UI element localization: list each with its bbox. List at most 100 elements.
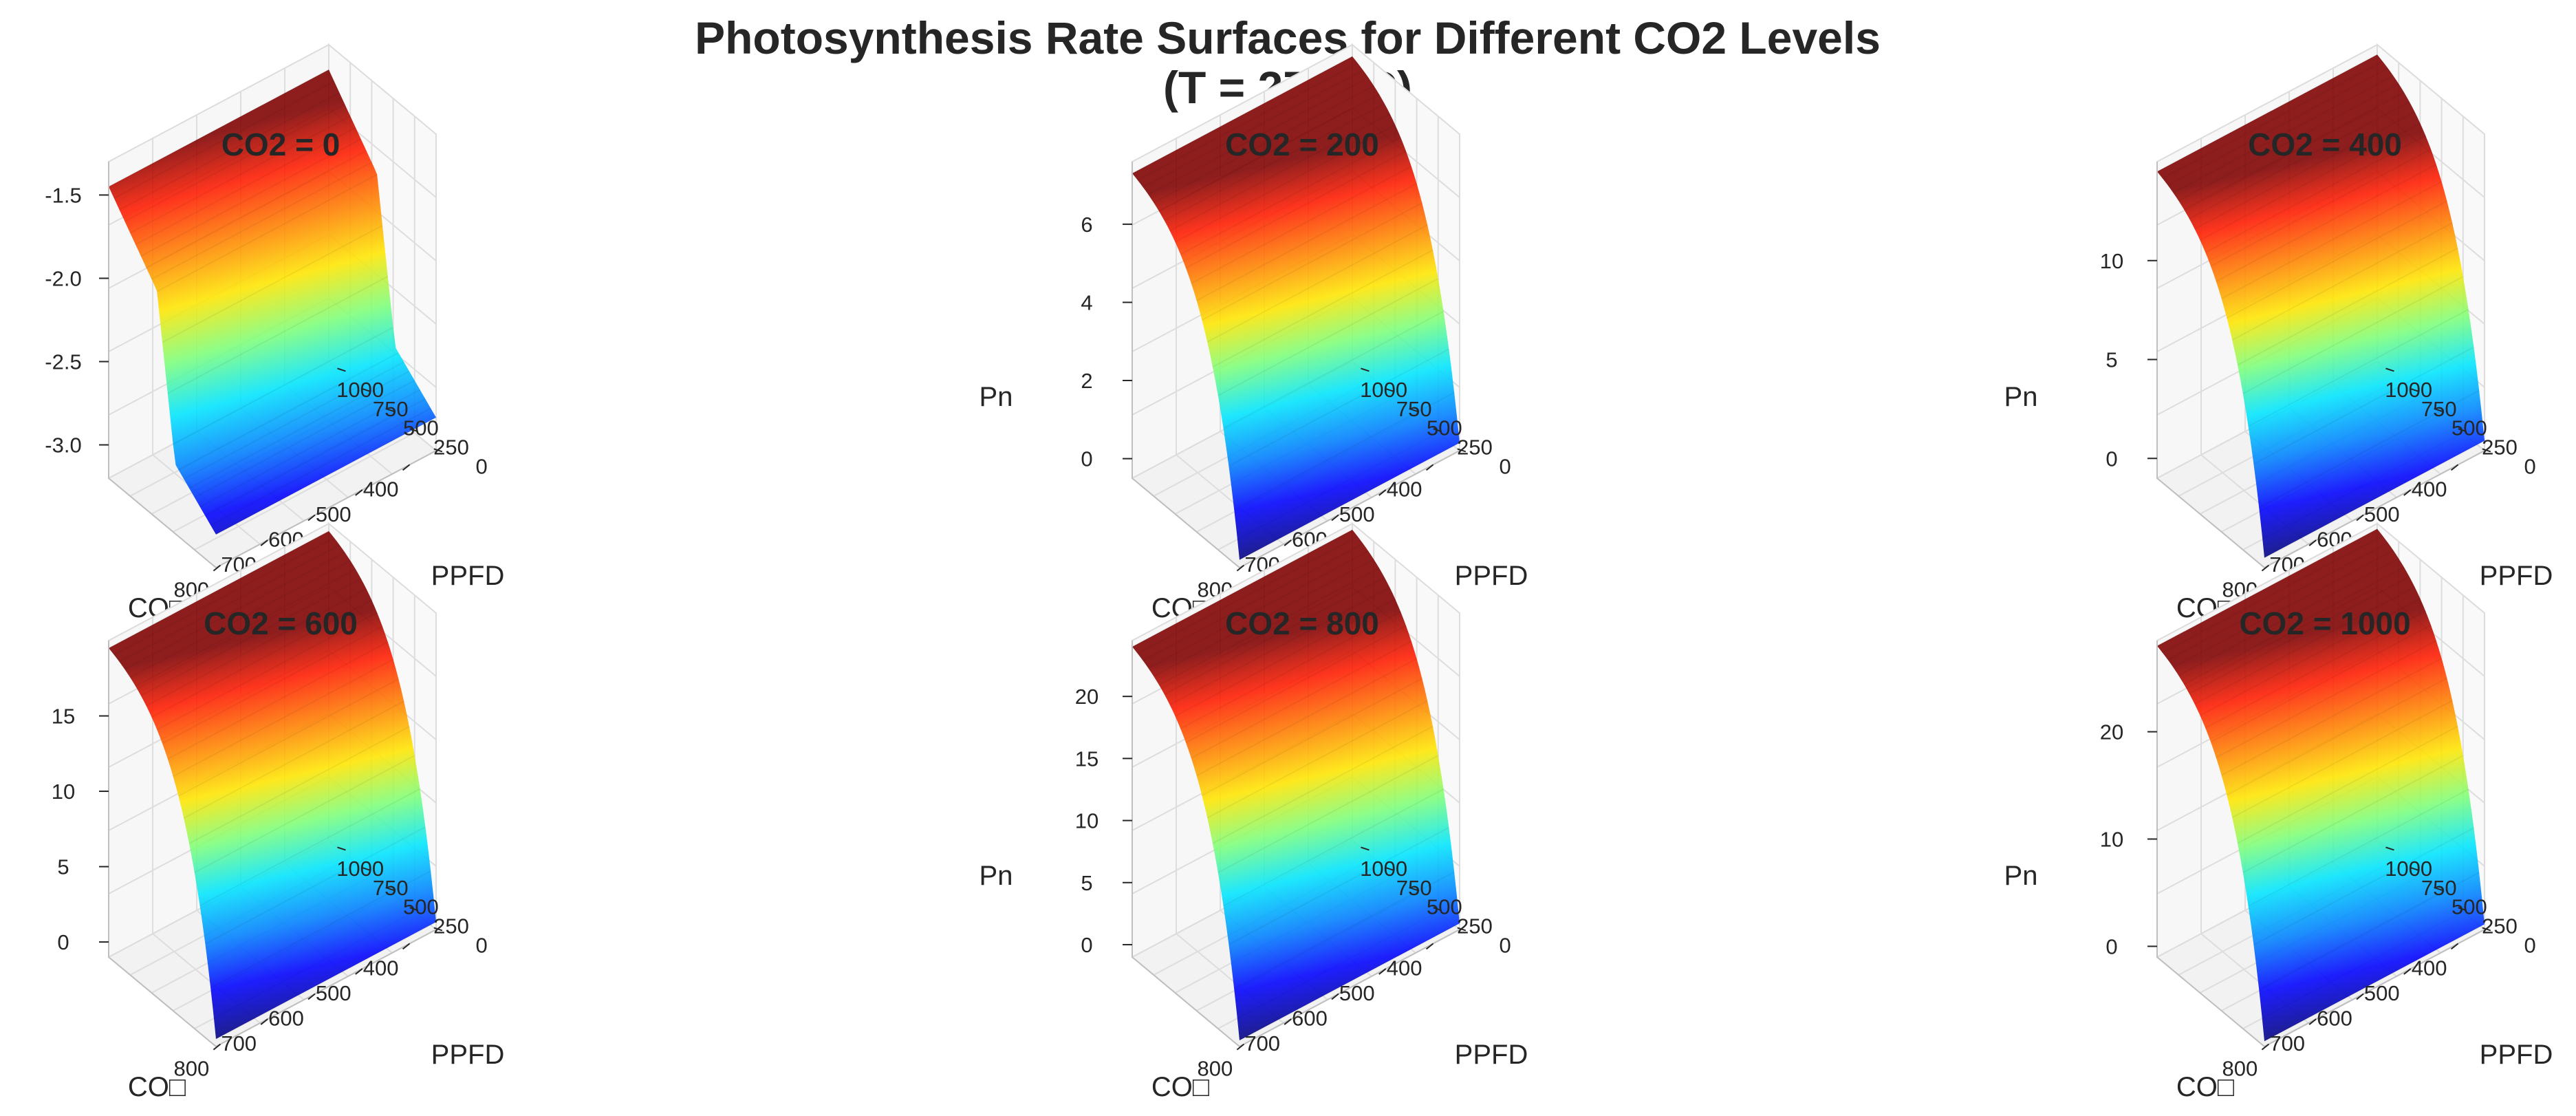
x-tick-label: 800 (174, 1057, 210, 1081)
surface-stripe (1143, 69, 1364, 188)
surface (109, 69, 436, 535)
surface-stripe (113, 537, 335, 656)
y-tick-mark (2458, 907, 2467, 912)
y-tick-label: 250 (1457, 436, 1493, 460)
surface-stripe (1137, 62, 1359, 181)
surface-stripe (1223, 788, 1444, 907)
axis-line (1132, 956, 1240, 1047)
z-tick-label: 5 (57, 855, 69, 879)
z-tick-label: 0 (1081, 933, 1092, 957)
z-tick-label: 5 (1081, 871, 1092, 895)
y-axis-label: PPFD (2480, 561, 2553, 591)
x-tick-label: 500 (316, 502, 351, 526)
surface-stripe (2194, 586, 2416, 705)
x-tick-label: 700 (1244, 1031, 1280, 1055)
surface-stripe (1180, 611, 1401, 729)
surface-stripe (199, 389, 421, 508)
surface-stripe (1201, 202, 1422, 321)
surface-stripe (1228, 348, 1449, 467)
x-tick-mark (402, 943, 411, 950)
z-tick-label: -3.0 (45, 433, 81, 458)
x-tick-mark (260, 539, 268, 546)
y-tick-mark (1361, 367, 1370, 372)
surface-stripe (2183, 92, 2405, 211)
surface-stripe (173, 326, 394, 445)
surface-stripe (124, 552, 345, 670)
y-tick-label: 750 (373, 397, 409, 421)
surface-stripe (124, 103, 345, 222)
y-axis-label: PPFD (431, 1040, 505, 1070)
y-tick-label: 500 (403, 895, 439, 919)
x-tick-label: 400 (363, 477, 399, 501)
y-tick-label: 750 (1396, 397, 1432, 421)
subplot-title: CO2 = 400 (2248, 127, 2402, 162)
x-tick-mark (2261, 1043, 2270, 1051)
surface-stripe (1228, 826, 1449, 945)
y-tick-label: 0 (1499, 455, 1511, 479)
surface-stripe (1239, 923, 1460, 1041)
subplot-title: CO2 = 200 (1225, 127, 1379, 162)
z-tick-label: 0 (2106, 934, 2117, 958)
y-tick-mark (361, 387, 370, 392)
surface-stripe (129, 115, 351, 234)
surface-stripe (2183, 566, 2405, 685)
y-tick-mark (1385, 387, 1394, 392)
surface-stripe (2210, 624, 2432, 743)
surface-stripe (2194, 111, 2416, 230)
surface-stripe (2172, 550, 2394, 668)
z-tick-label: 5 (2106, 348, 2117, 372)
surface-stripe (2264, 923, 2485, 1042)
z-tick-label: 20 (1075, 685, 1098, 709)
y-tick-mark (1433, 428, 1442, 433)
surface-stripe (1206, 224, 1428, 343)
surface-stripe (2162, 535, 2383, 654)
surface-stripe (167, 275, 389, 394)
surface-stripe (1212, 249, 1433, 368)
axis-line (1132, 477, 1240, 568)
y-tick-label: 250 (433, 914, 469, 938)
surface-stripe (1174, 598, 1396, 717)
surface-stripe (146, 588, 367, 707)
surface-stripe (1185, 150, 1407, 269)
z-axis-label: Pn (979, 861, 1013, 891)
surface-stripe (167, 641, 389, 760)
z-tick-label: 20 (2100, 720, 2123, 744)
y-tick-label: 750 (373, 876, 409, 900)
y-tick-mark (361, 866, 370, 871)
surface-stripe (140, 138, 362, 257)
axis-line (2264, 929, 2485, 1047)
x-tick-mark (355, 489, 363, 496)
surface-stripe (2242, 276, 2464, 394)
z-tick-label: 10 (52, 780, 75, 804)
surface-stripe (2248, 308, 2469, 427)
x-tick-mark (1284, 539, 1292, 546)
surface-stripe (194, 755, 415, 874)
axis-line (215, 450, 437, 568)
surface-stripe (215, 921, 437, 1040)
x-tick-mark (307, 993, 316, 1000)
z-tick-label: 6 (1081, 213, 1092, 237)
surface-stripe (113, 81, 335, 200)
surface-stripe (156, 612, 378, 731)
x-tick-label: 400 (363, 956, 399, 980)
y-axis-label: PPFD (431, 561, 505, 591)
y-tick-mark (1385, 866, 1394, 871)
y-axis-label: PPFD (2480, 1040, 2553, 1070)
z-tick-label: -2.0 (45, 266, 81, 290)
surface-stripe (2226, 677, 2447, 796)
z-tick-label: -1.5 (45, 183, 81, 207)
axis-line (2156, 477, 2265, 568)
x-tick-mark (2450, 943, 2459, 950)
x-tick-mark (260, 1018, 268, 1025)
x-tick-mark (1236, 1043, 1245, 1051)
y-tick-mark (1457, 927, 1466, 932)
x-tick-label: 700 (221, 1031, 257, 1055)
surface-stripe (2231, 222, 2453, 341)
y-tick-mark (2482, 448, 2491, 453)
surface-stripe (199, 788, 421, 907)
surface-stripe (162, 224, 383, 343)
surface-stripe (108, 69, 329, 188)
surface-stripe (2221, 657, 2443, 776)
y-tick-label: 250 (433, 436, 469, 460)
surface-stripe (183, 700, 404, 819)
